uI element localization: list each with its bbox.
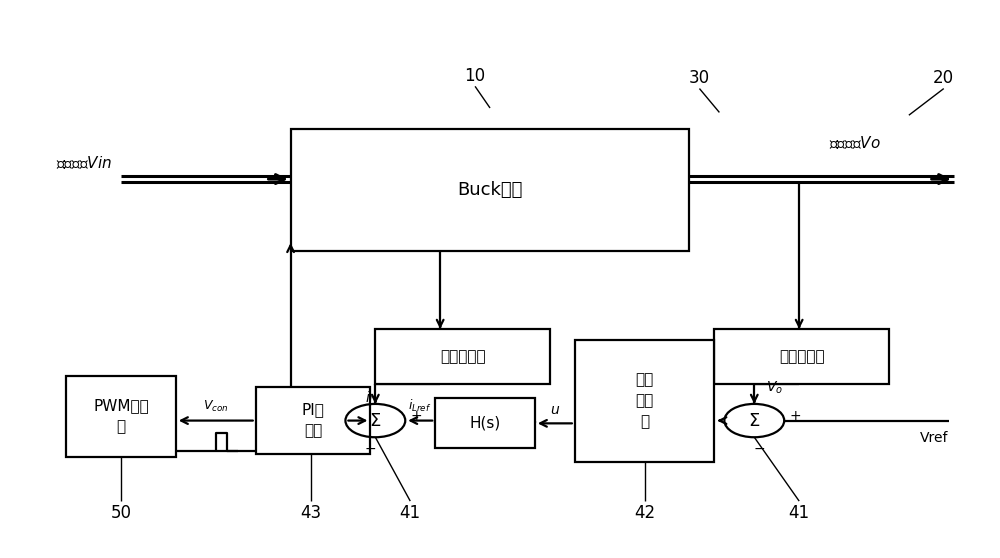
Text: 41: 41 bbox=[789, 504, 810, 522]
Text: $V_o$: $V_o$ bbox=[766, 379, 783, 396]
Text: +: + bbox=[789, 409, 801, 423]
Bar bbox=[435, 398, 535, 448]
Text: 30: 30 bbox=[689, 69, 710, 88]
Text: 41: 41 bbox=[400, 504, 421, 522]
Text: 电压传感器: 电压传感器 bbox=[779, 349, 824, 364]
Bar bbox=[375, 329, 550, 384]
Text: 50: 50 bbox=[111, 504, 132, 522]
Text: $u$: $u$ bbox=[550, 403, 560, 417]
Text: H(s): H(s) bbox=[469, 416, 501, 431]
Text: Buck电路: Buck电路 bbox=[457, 181, 523, 199]
Text: +: + bbox=[410, 409, 422, 423]
Text: −: − bbox=[365, 442, 376, 456]
Text: $V_{con}$: $V_{con}$ bbox=[203, 399, 229, 414]
Text: 输出电压$Vo$: 输出电压$Vo$ bbox=[829, 134, 881, 151]
Text: PWM调制
器: PWM调制 器 bbox=[93, 398, 149, 435]
Bar bbox=[575, 340, 714, 462]
Text: PI控
制器: PI控 制器 bbox=[302, 402, 324, 439]
Bar bbox=[66, 376, 176, 456]
Text: 输入电压$Vin$: 输入电压$Vin$ bbox=[56, 154, 112, 171]
Text: 20: 20 bbox=[933, 69, 954, 88]
Text: 10: 10 bbox=[465, 66, 486, 85]
Text: 电流传感器: 电流传感器 bbox=[440, 349, 485, 364]
Text: −: − bbox=[753, 442, 765, 456]
Text: 滑模
控制
器: 滑模 控制 器 bbox=[635, 373, 654, 430]
Text: Vref: Vref bbox=[920, 431, 949, 445]
Text: 42: 42 bbox=[634, 504, 655, 522]
Text: $i_L$: $i_L$ bbox=[365, 390, 376, 407]
Text: 43: 43 bbox=[300, 504, 321, 522]
Text: $i_{Lref}$: $i_{Lref}$ bbox=[408, 398, 432, 414]
Text: $\Sigma$: $\Sigma$ bbox=[369, 412, 381, 430]
Bar bbox=[714, 329, 889, 384]
Text: $\Sigma$: $\Sigma$ bbox=[748, 412, 760, 430]
Bar bbox=[256, 387, 370, 454]
Bar bbox=[291, 129, 689, 251]
